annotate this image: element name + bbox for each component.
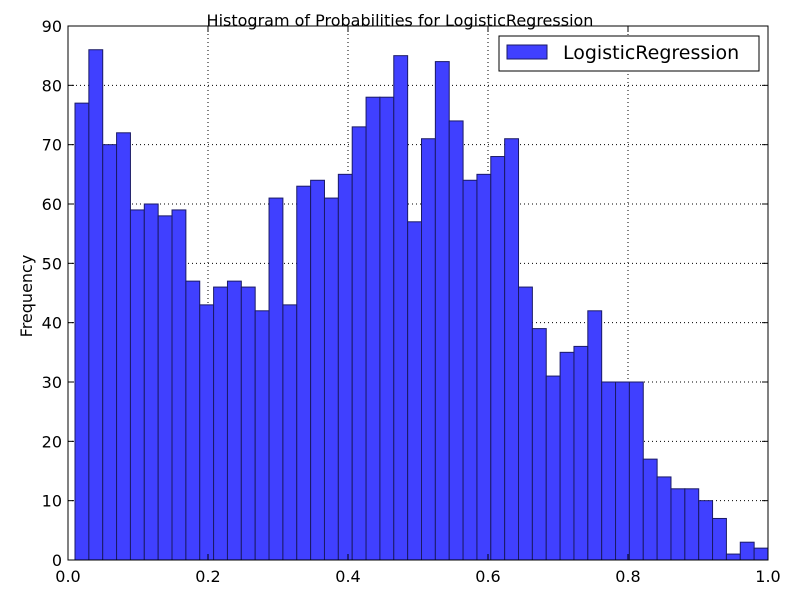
x-tick-label: 0.0 [55,567,80,586]
histogram-bar [476,173,492,561]
histogram-bar [531,328,547,561]
x-tick-label: 0.8 [615,567,640,586]
histogram-bar [698,500,714,561]
histogram-bar [393,55,409,561]
histogram-bar [656,476,672,561]
histogram-bar [587,310,603,561]
histogram-bar [753,547,769,561]
histogram-bar [490,156,506,561]
histogram-bar [573,345,589,561]
histogram-bar [462,179,478,561]
histogram-bar [725,553,741,561]
histogram-bar [684,488,700,561]
histogram-bar [448,120,464,561]
histogram-bar [379,96,395,561]
x-tick-label: 0.6 [475,567,500,586]
histogram-bars [74,49,769,561]
y-tick-label: 80 [42,76,62,95]
y-tick-label: 50 [42,254,62,273]
histogram-bar [434,61,450,561]
histogram-bar [213,286,228,561]
legend: LogisticRegression [498,35,760,72]
histogram-bar [323,197,339,561]
histogram-bar [226,280,242,561]
histogram-bar [670,488,686,561]
histogram-bar [739,541,755,561]
histogram-bar [407,221,423,561]
histogram-bar [240,286,256,561]
histogram-bar [615,381,630,561]
histogram-bar [337,173,353,561]
histogram-bar [254,310,270,561]
y-tick-label: 0 [52,551,62,570]
chart-title: Histogram of Probabilities for LogisticR… [207,11,594,30]
y-tick-label: 60 [42,195,62,214]
histogram-bar [310,179,325,561]
histogram-bar [642,458,658,561]
histogram-bar [296,185,312,561]
histogram-bar [282,304,298,561]
histogram-bar [268,197,284,561]
histogram-bar [185,280,201,561]
histogram-bar [129,209,145,561]
histogram-bar [545,375,561,561]
histogram-bar [199,304,215,561]
histogram-bar [74,102,90,561]
histogram-bar [601,381,617,561]
y-axis-label: Frequency [17,255,36,338]
histogram-bar [559,351,575,561]
y-tick-label: 30 [42,373,62,392]
histogram-bar [88,49,104,561]
histogram-bar [712,517,727,561]
y-tick-label: 90 [42,17,62,36]
histogram-bar [351,126,367,561]
axis-ticks: 0 10 20 30 40 50 60 70 80 90 0.0 0.2 0.4 0.6 0.8 1.0 [42,17,781,586]
y-tick-label: 40 [42,314,62,333]
legend-label: LogisticRegression [563,42,739,64]
plot-area-frame [67,25,769,561]
histogram-bar [628,381,644,561]
histogram-bar [518,286,533,561]
legend-swatch [506,44,548,60]
histogram-bar [116,132,131,561]
x-tick-label: 0.4 [335,567,360,586]
y-tick-label: 70 [42,136,62,155]
histogram-bar [171,209,187,561]
histogram-bar [157,215,173,561]
x-tick-label: 1.0 [755,567,780,586]
histogram-bar [504,138,520,561]
histogram-bar [421,138,436,561]
x-tick-label: 0.2 [195,567,220,586]
histogram-bar [365,96,381,561]
y-tick-label: 20 [42,432,62,451]
histogram-bar [102,144,118,561]
histogram-bar [143,203,159,561]
y-tick-label: 10 [42,492,62,511]
